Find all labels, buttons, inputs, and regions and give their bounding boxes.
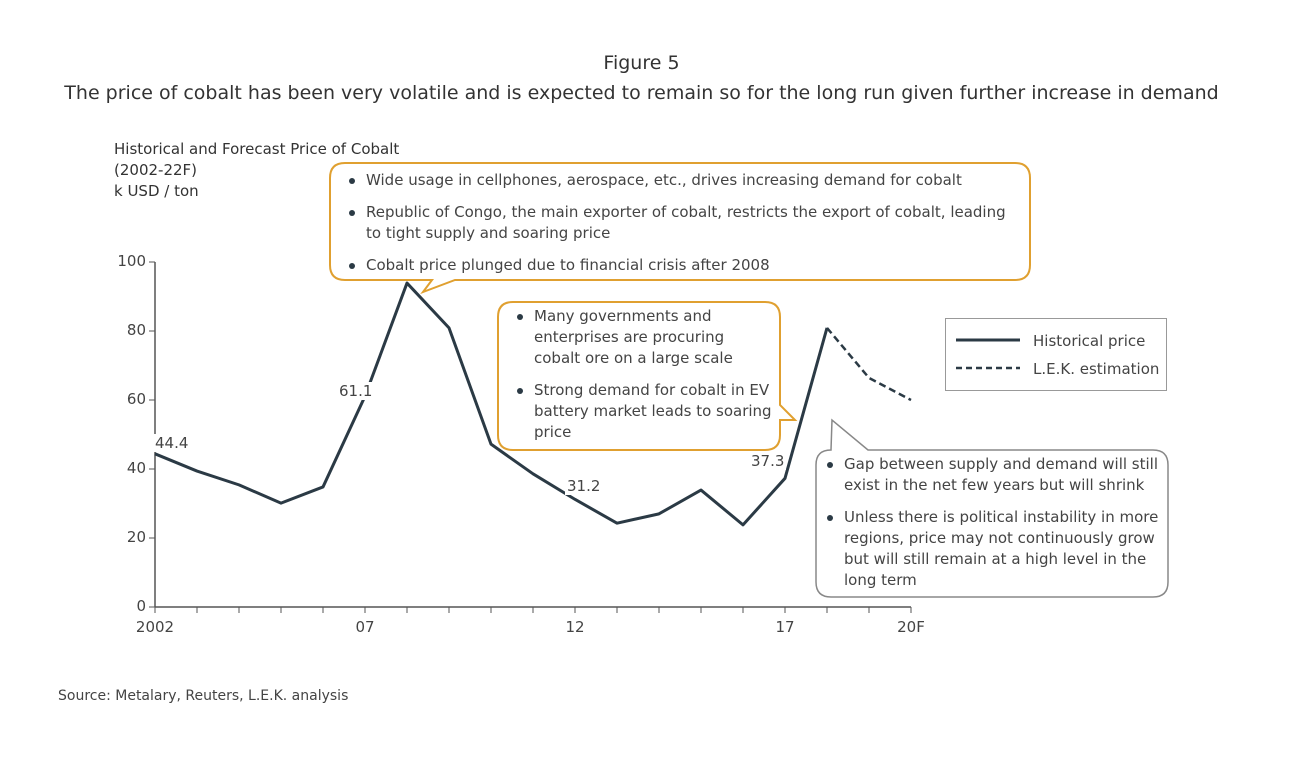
annotation-bullet: Gap between supply and demand will still… (822, 454, 1162, 496)
annotation-3-bubble (815, 418, 1169, 598)
y-tick-label: 80 (126, 321, 146, 339)
data-label: 31.2 (565, 477, 603, 496)
legend-historical: Historical price (1033, 332, 1146, 350)
x-tick-label: 17 (775, 618, 795, 636)
chart-title: Historical and Forecast Price of Cobalt (114, 140, 400, 158)
y-tick-label: 40 (126, 459, 146, 477)
x-tick-label: 12 (565, 618, 585, 636)
y-axis-label: k USD / ton (114, 182, 199, 200)
x-tick-label: 07 (355, 618, 375, 636)
annotation-bullet: Wide usage in cellphones, aerospace, etc… (344, 170, 1024, 191)
chart-subtitle: (2002-22F) (114, 161, 198, 179)
annotation-bullet: Many governments and enterprises are pro… (512, 306, 774, 369)
chart-title-block: Historical and Forecast Price of Cobalt … (114, 139, 399, 202)
annotation-2-bubble (497, 301, 798, 451)
annotation-3: Gap between supply and demand will still… (822, 454, 1162, 602)
annotation-2: Many governments and enterprises are pro… (512, 306, 774, 454)
series-line-estimation (826, 327, 912, 402)
figure-headline: The price of cobalt has been very volati… (64, 82, 1219, 104)
legend: Historical price L.E.K. estimation (945, 318, 1167, 391)
data-label: 37.3 (749, 452, 787, 471)
figure-label: Figure 5 (603, 52, 680, 74)
annotation-bullet: Cobalt price plunged due to financial cr… (344, 255, 1024, 276)
y-tick-label: 100 (117, 252, 146, 270)
data-label: 44.4 (153, 433, 191, 452)
annotation-bullet: Strong demand for cobalt in EV battery m… (512, 380, 774, 443)
annotation-1-bubble (329, 162, 1031, 295)
data-label: 61.1 (337, 382, 375, 401)
y-tick-label: 0 (136, 597, 146, 615)
legend-swatches (956, 338, 1020, 370)
y-tick-label: 20 (126, 528, 146, 546)
x-tick-label: 20F (897, 618, 925, 636)
legend-estimation: L.E.K. estimation (1033, 360, 1160, 378)
annotation-bullet: Unless there is political instability in… (822, 507, 1162, 591)
annotation-1: Wide usage in cellphones, aerospace, etc… (344, 170, 1024, 287)
y-tick-label: 60 (126, 390, 146, 408)
x-tick-label: 2002 (135, 618, 175, 636)
annotation-bullet: Republic of Congo, the main exporter of … (344, 202, 1024, 244)
source-note: Source: Metalary, Reuters, L.E.K. analys… (58, 688, 349, 704)
